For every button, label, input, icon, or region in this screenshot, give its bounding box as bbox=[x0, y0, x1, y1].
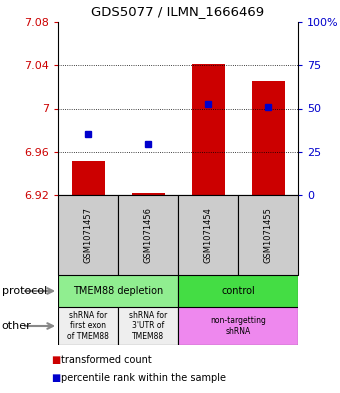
Bar bbox=[191, 64, 224, 195]
Bar bbox=[58, 195, 118, 275]
Text: control: control bbox=[221, 286, 255, 296]
Bar bbox=[118, 195, 178, 275]
Text: TMEM88 depletion: TMEM88 depletion bbox=[73, 286, 163, 296]
Text: other: other bbox=[2, 321, 31, 331]
Bar bbox=[238, 195, 298, 275]
Bar bbox=[178, 307, 298, 345]
Text: shRNA for
3'UTR of
TMEM88: shRNA for 3'UTR of TMEM88 bbox=[129, 311, 167, 341]
Bar bbox=[252, 81, 285, 195]
Text: GSM1071454: GSM1071454 bbox=[204, 207, 212, 263]
Text: protocol: protocol bbox=[2, 286, 47, 296]
Bar bbox=[58, 307, 118, 345]
Bar bbox=[58, 275, 178, 307]
Text: ■: ■ bbox=[51, 373, 61, 383]
Bar bbox=[118, 307, 178, 345]
Bar bbox=[132, 193, 165, 195]
Text: non-targetting
shRNA: non-targetting shRNA bbox=[210, 316, 266, 336]
Text: GSM1071457: GSM1071457 bbox=[84, 207, 92, 263]
Title: GDS5077 / ILMN_1666469: GDS5077 / ILMN_1666469 bbox=[91, 5, 265, 18]
Text: GSM1071455: GSM1071455 bbox=[264, 207, 272, 263]
Bar bbox=[178, 275, 298, 307]
Text: shRNA for
first exon
of TMEM88: shRNA for first exon of TMEM88 bbox=[67, 311, 109, 341]
Text: percentile rank within the sample: percentile rank within the sample bbox=[62, 373, 226, 383]
Bar bbox=[178, 195, 238, 275]
Text: transformed count: transformed count bbox=[62, 355, 152, 365]
Bar bbox=[71, 162, 104, 195]
Text: ■: ■ bbox=[51, 355, 61, 365]
Text: GSM1071456: GSM1071456 bbox=[143, 207, 153, 263]
